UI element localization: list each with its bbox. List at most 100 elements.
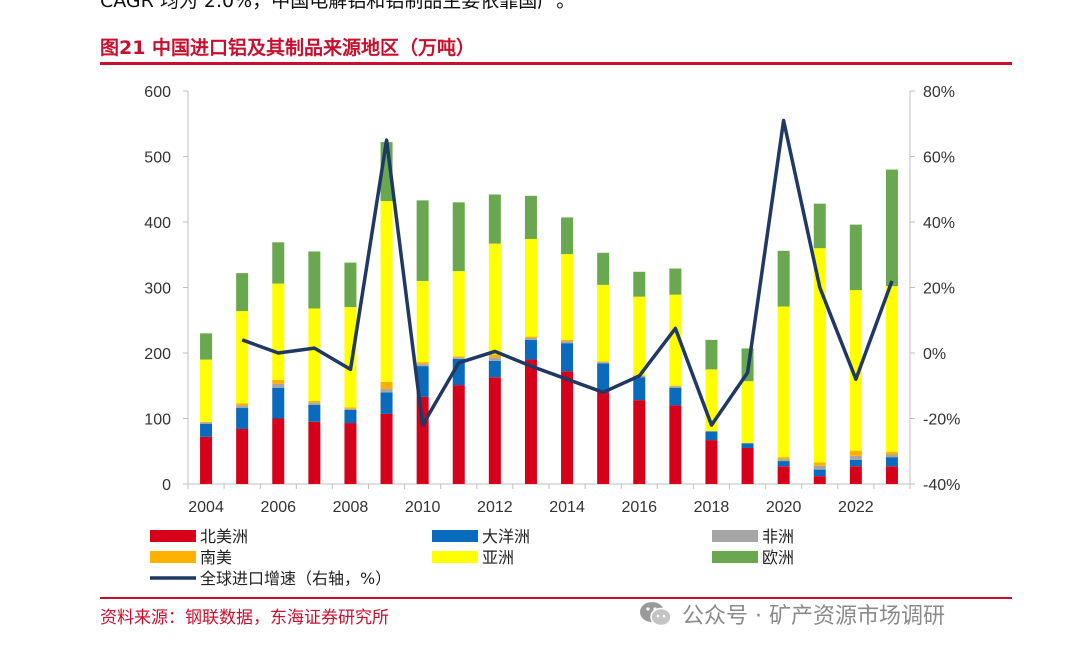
bar-segment (524, 195, 537, 240)
bar-segment (236, 311, 249, 404)
watermark-text: 公众号 · 矿产资源市场调研 (682, 604, 945, 629)
bar-segment (885, 454, 898, 458)
bar-segment (633, 400, 646, 484)
bar-segment (380, 392, 393, 414)
bar-segment (524, 359, 537, 484)
left-tick-label: 500 (144, 150, 171, 167)
bar-segment (308, 251, 321, 309)
bar-segment (416, 362, 429, 365)
title-divider (100, 62, 1012, 65)
bar-segment (813, 462, 826, 466)
bar-segment (416, 364, 429, 367)
bar-segment (488, 354, 501, 358)
x-tick-label: 2020 (766, 499, 802, 516)
bar-segment (849, 450, 862, 456)
bar-segment (597, 284, 610, 362)
bar-segment (885, 451, 898, 455)
bar-segment (813, 465, 826, 470)
legend-label: 南美 (200, 548, 232, 567)
left-tick-label: 400 (144, 215, 171, 232)
bar-segment (200, 422, 213, 424)
bar-segment (200, 421, 213, 423)
bar-segment (524, 337, 537, 340)
bar-segment (705, 339, 718, 370)
right-tick-label: -40% (923, 477, 960, 494)
x-tick-label: 2012 (477, 499, 513, 516)
bar-segment (452, 271, 465, 357)
bar-segment (597, 361, 610, 363)
bar-segment (741, 447, 754, 484)
bar-segment (416, 200, 429, 281)
legend-label: 北美洲 (200, 527, 248, 546)
bar-segment (705, 440, 718, 484)
left-tick-label: 600 (144, 84, 171, 101)
bar-segment (488, 360, 501, 378)
left-tick-label: 200 (144, 346, 171, 363)
x-tick-label: 2010 (405, 499, 441, 516)
bar-segment (633, 296, 646, 376)
bar-segment (236, 428, 249, 484)
bar-segment (885, 457, 898, 467)
legend-label: 亚洲 (482, 548, 514, 567)
bar-segment (777, 250, 790, 307)
bar-segment (200, 423, 213, 437)
bar-segment (669, 386, 682, 388)
bar-segment (452, 356, 465, 358)
growth-line (241, 118, 894, 427)
right-tick-label: 0% (923, 346, 946, 363)
bar-segment (452, 202, 465, 272)
chart: 0 100 200 300 400 500 600 -40% -20% 0% 20% 40% 60% 80… (144, 84, 960, 588)
bar-segment (236, 408, 249, 429)
bar-segment (200, 436, 213, 484)
bar-segment (669, 387, 682, 406)
right-tick-label: 60% (923, 150, 955, 167)
bar-segment (200, 359, 213, 422)
bar-segment (813, 203, 826, 249)
bar-segment (561, 341, 574, 344)
bar-segment (885, 466, 898, 484)
x-tick-label: 2014 (549, 499, 585, 516)
bar-segment (849, 459, 862, 467)
bar-segment (669, 294, 682, 386)
bar-segment (308, 308, 321, 401)
bar-segment (813, 248, 826, 463)
bar-segment (741, 443, 754, 448)
bar-segment (488, 243, 501, 355)
bar-segment (597, 392, 610, 484)
footer-divider (100, 597, 1012, 599)
bar-segment (488, 357, 501, 361)
bar-segment (777, 466, 790, 484)
bar-segment (849, 224, 862, 291)
bar-segment (272, 418, 285, 484)
bar-segment (344, 408, 357, 410)
bar-segment (705, 431, 718, 441)
bar-segment (344, 407, 357, 409)
bar-segment (669, 405, 682, 484)
bar-segment (561, 217, 574, 255)
bar-segment (777, 306, 790, 458)
bar-segment (380, 201, 393, 382)
bar-segment (488, 194, 501, 244)
left-tick-label: 300 (144, 281, 171, 298)
bar-segment (561, 339, 574, 342)
axes: 0 100 200 300 400 500 600 -40% -20% 0% 20% 40% 60% 80… (144, 84, 960, 516)
legend-label: 非洲 (762, 527, 794, 546)
bar-stacks (200, 142, 898, 484)
bar-segment (272, 283, 285, 380)
bar-segment (308, 421, 321, 484)
source-note: 资料来源：钢联数据，东海证券研究所 (100, 608, 389, 628)
bar-segment (380, 389, 393, 393)
bar-segment (272, 379, 285, 384)
bar-segment (741, 442, 754, 444)
bar-segment (885, 169, 898, 287)
bar-segment (308, 402, 321, 405)
right-tick-label: 20% (923, 281, 955, 298)
bar-segment (380, 413, 393, 484)
growth-line-group (241, 118, 894, 427)
bar-segment (669, 385, 682, 387)
bar-segment (777, 459, 790, 462)
right-tick-label: 80% (923, 84, 955, 101)
right-tick-label: -20% (923, 412, 960, 429)
bar-segment (272, 242, 285, 284)
